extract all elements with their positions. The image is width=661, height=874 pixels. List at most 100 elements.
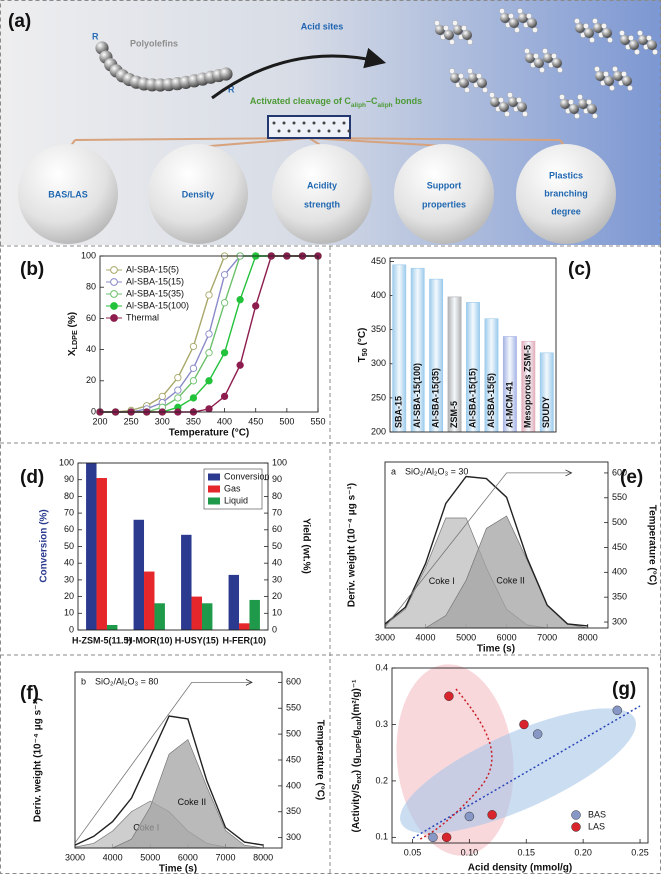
y2-tick-label: 600: [612, 467, 627, 477]
panel-label: (a): [8, 11, 31, 32]
line: [74, 682, 252, 844]
label-part: /g: [351, 730, 362, 739]
site-dot: [292, 121, 296, 125]
label-part: bonds: [393, 96, 423, 106]
panel-label: (e): [620, 467, 643, 488]
y2-tick-label: 40: [272, 558, 282, 568]
site-dot: [342, 121, 346, 125]
x-tick-label: 8000: [578, 632, 598, 642]
x-tick-label: 7000: [537, 632, 557, 642]
carbon: [453, 25, 463, 35]
factor-circle: [516, 144, 616, 244]
bar: [239, 623, 250, 630]
hydrogen: [476, 73, 482, 79]
hydrogen: [577, 94, 583, 100]
carbon: [560, 99, 570, 109]
y2-tick-label: 500: [286, 728, 301, 738]
bas-trend: [412, 705, 641, 839]
marker: [205, 291, 213, 299]
annotation: SiO₂/Al₂O₃ = 30: [405, 466, 468, 476]
marker: [189, 394, 198, 402]
y-axis-label: Deriv. weight (10⁻⁴ μg s⁻¹): [33, 698, 44, 822]
legend-label: Al-SBA-15(15): [126, 276, 184, 286]
hydrogen: [526, 13, 532, 19]
hydrogen: [637, 30, 643, 36]
y-tick-label: 300: [371, 358, 386, 368]
hydrogen: [467, 39, 473, 45]
legend-label: Thermal: [126, 312, 159, 322]
marker: [205, 349, 213, 357]
x-tick-label: 0.10: [461, 847, 479, 857]
factor-label: Acidity: [307, 180, 337, 190]
panel-g-guides: [396, 664, 641, 856]
hydrogen: [628, 35, 634, 41]
site-dot: [337, 129, 341, 133]
hydrogen: [551, 53, 557, 59]
y2-tick-label: 80: [272, 491, 282, 501]
carbon: [595, 71, 605, 81]
carbon: [490, 97, 500, 107]
y-axis-label: Deriv. weight (10⁻⁴ μg s⁻¹): [347, 483, 358, 607]
hydrogen: [592, 113, 598, 119]
site-dot: [317, 129, 321, 133]
site-dot: [332, 121, 336, 125]
carbon: [525, 53, 535, 63]
acid-site-box: [267, 115, 351, 139]
y-tick-label: 80: [64, 491, 74, 501]
marker: [220, 349, 229, 357]
point: [487, 810, 497, 820]
area: [75, 738, 264, 849]
x-tick-label: 200: [92, 416, 107, 426]
factor-circle: [394, 144, 494, 244]
marker: [205, 405, 213, 413]
factor-circle: [272, 144, 372, 244]
y-tick-label: 0: [91, 406, 96, 416]
arrow-head: [245, 678, 253, 686]
legend-marker: [110, 266, 118, 274]
carbon: [477, 78, 487, 88]
hydrogen: [592, 18, 598, 24]
legend-label: Liquid: [224, 495, 248, 505]
marker: [205, 330, 213, 338]
panel-label: (f): [20, 683, 39, 704]
legend-label: Al-SBA-15(35): [126, 288, 184, 298]
hydrogen: [508, 13, 514, 19]
y2-tick-label: 450: [612, 542, 627, 552]
panel-label: (c): [568, 259, 591, 280]
area-label: Coke II: [496, 575, 525, 585]
y2-tick-label: 10: [272, 608, 282, 618]
x-axis-label: Time (s): [159, 864, 197, 874]
category-label: ZSM-5: [449, 401, 459, 428]
x-axis-label: Time (s): [477, 644, 515, 655]
x-axis-label: Acid density (mmol/g): [468, 863, 572, 874]
y2-axis-label: Temperature (°C): [314, 720, 325, 801]
site-dot: [312, 121, 316, 125]
carbon: [622, 76, 632, 86]
hydrogen: [568, 99, 574, 105]
box-dots: [272, 121, 351, 133]
y-tick-label: 10: [64, 608, 74, 618]
carbon: [587, 104, 597, 114]
x-tick-label: 300: [155, 416, 170, 426]
line: [384, 475, 588, 627]
legend-marker: [110, 314, 118, 322]
carbon: [468, 73, 478, 83]
bar: [106, 624, 118, 630]
x-tick-label: 6000: [178, 852, 198, 862]
x-axis-label: Temperature (°C): [169, 428, 250, 439]
hydrogen: [522, 111, 528, 117]
carbon: [435, 25, 445, 35]
marker: [158, 392, 166, 401]
carbon: [647, 40, 657, 50]
label-subscript: aliph: [351, 102, 366, 109]
carbon: [593, 23, 603, 33]
x-tick-label: H-MOR(10): [126, 635, 173, 645]
factor-label: Density: [182, 189, 215, 199]
site-dot: [327, 129, 331, 133]
marker: [205, 377, 213, 385]
y-tick-label: 20: [64, 591, 74, 601]
x-tick-label: H-ZSM-5(11.5): [72, 635, 132, 645]
y-tick-label: 70: [64, 507, 74, 517]
label-part: (°C): [357, 328, 368, 349]
x-tick-label: 550: [310, 416, 325, 426]
